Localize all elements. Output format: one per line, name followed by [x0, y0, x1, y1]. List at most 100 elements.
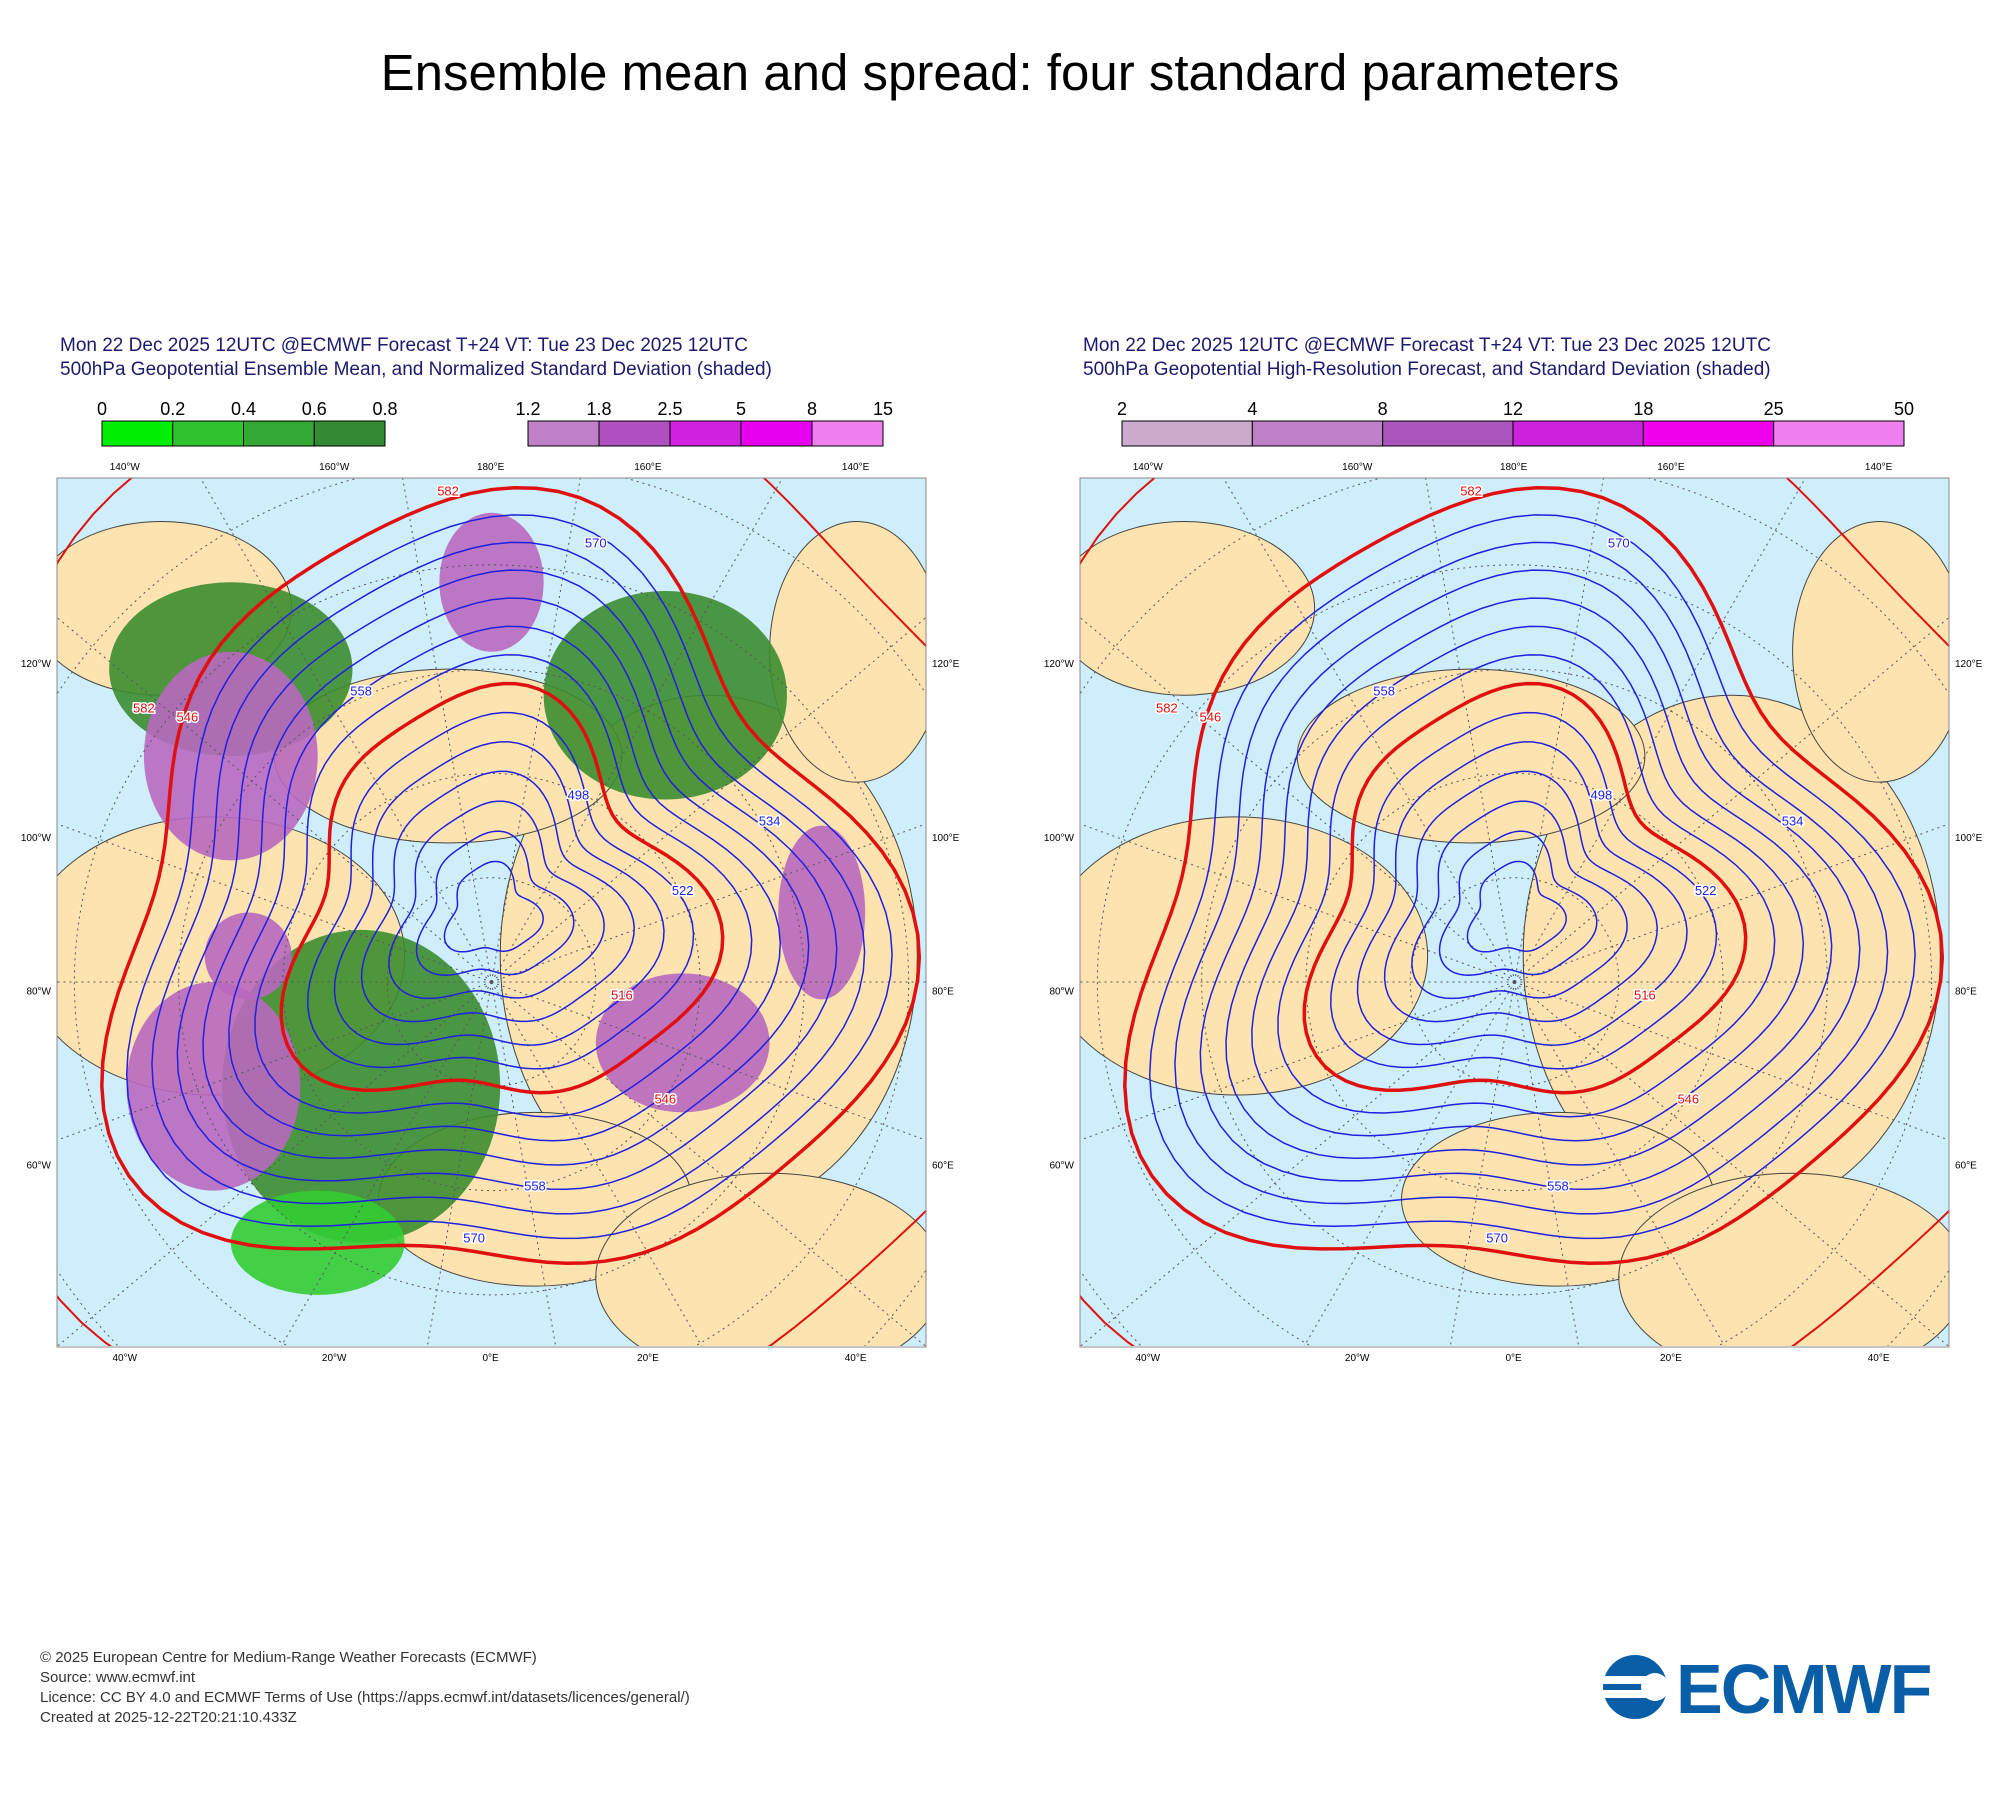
colorbar-label: 0.8 [372, 399, 397, 419]
colorbar-cell [314, 421, 385, 446]
longitude-label: 160°E [634, 462, 662, 473]
colorbar-cell [670, 421, 741, 446]
colorbar-cell [812, 421, 883, 446]
shading [205, 913, 292, 1000]
colorbar-cell [244, 421, 315, 446]
longitude-label: 120°E [932, 659, 960, 670]
contour-label: 522 [1695, 883, 1717, 898]
footer-line: © 2025 European Centre for Medium-Range … [40, 1649, 537, 1666]
shading [144, 652, 318, 861]
contour-label: 558 [350, 683, 372, 698]
contour-label: 582 [1156, 701, 1178, 716]
longitude-label: 140°E [842, 462, 870, 473]
longitude-label: 120°W [21, 659, 52, 670]
logo: ECMWF [1600, 1650, 1931, 1728]
longitude-label: 100°E [1955, 833, 1983, 844]
longitude-label: 80°E [932, 987, 954, 998]
colorbar-label: 8 [1378, 399, 1388, 419]
shading [439, 513, 543, 652]
land [596, 1173, 944, 1382]
contour-label: 546 [1677, 1092, 1699, 1107]
colorbar-label: 2.5 [657, 399, 682, 419]
colorbar-label: 1.2 [515, 399, 540, 419]
longitude-label: 40°W [1136, 1353, 1161, 1364]
contour-label: 582 [133, 701, 155, 716]
colorbar-cell [528, 421, 599, 446]
contour-label: 534 [1782, 814, 1804, 829]
colorbar-label: 1.8 [586, 399, 611, 419]
colorbar-cell [1774, 421, 1904, 446]
longitude-label: 120°E [1955, 659, 1983, 670]
longitude-label: 0°E [1506, 1353, 1523, 1364]
contour-label: 570 [1486, 1231, 1508, 1246]
contour-label: 558 [524, 1179, 546, 1194]
colorbar-label: 25 [1764, 399, 1784, 419]
longitude-label: 100°W [21, 833, 52, 844]
colorbar-label: 0.6 [302, 399, 327, 419]
land [1619, 1173, 1967, 1382]
colorbar-label: 12 [1503, 399, 1523, 419]
colorbar-cell [599, 421, 670, 446]
longitude-label: 40°E [1868, 1353, 1890, 1364]
longitude-label: 140°E [1865, 462, 1893, 473]
land [770, 521, 944, 782]
longitude-label: 60°E [1955, 1161, 1977, 1172]
contour-label: 558 [1373, 683, 1395, 698]
longitude-label: 140°W [110, 462, 141, 473]
longitude-label: 20°E [1660, 1353, 1682, 1364]
longitude-label: 180°E [477, 462, 505, 473]
land [1045, 817, 1427, 1095]
longitude-label: 100°E [932, 833, 960, 844]
longitude-label: 20°E [637, 1353, 659, 1364]
colorbar-label: 8 [807, 399, 817, 419]
land [1793, 521, 1967, 782]
logo-icon-gap [1641, 1673, 1669, 1701]
colorbar-cell [1122, 421, 1252, 446]
longitude-label: 80°E [1955, 987, 1977, 998]
contour-label: 582 [1460, 483, 1482, 498]
contour-label: 546 [1199, 709, 1221, 724]
longitude-label: 60°W [26, 1161, 51, 1172]
contour-label: 570 [1608, 536, 1630, 551]
footer-line: Created at 2025-12-22T20:21:10.433Z [40, 1709, 297, 1726]
longitude-label: 140°W [1133, 462, 1164, 473]
colorbar-cell [741, 421, 812, 446]
colorbar-cell [1643, 421, 1773, 446]
longitude-label: 0°E [483, 1353, 500, 1364]
longitude-label: 100°W [1044, 833, 1075, 844]
longitude-label: 160°E [1657, 462, 1685, 473]
colorbar-cell [173, 421, 244, 446]
panel-header: 500hPa Geopotential High-Resolution Fore… [1083, 359, 1771, 380]
panel-header: Mon 22 Dec 2025 12UTC @ECMWF Forecast T+… [1083, 335, 1771, 356]
contour-label: 498 [1591, 788, 1613, 803]
longitude-label: 60°E [932, 1161, 954, 1172]
contour-label: 570 [585, 536, 607, 551]
footer-line: Licence: CC BY 4.0 and ECMWF Terms of Us… [40, 1689, 690, 1706]
longitude-label: 160°W [319, 462, 350, 473]
longitude-label: 80°W [26, 987, 51, 998]
longitude-label: 180°E [1500, 462, 1528, 473]
panel-header: Mon 22 Dec 2025 12UTC @ECMWF Forecast T+… [60, 335, 748, 356]
contour-label: 522 [672, 883, 694, 898]
contour-label: 516 [1634, 987, 1656, 1002]
contour-label: 582 [437, 483, 459, 498]
contour-label: 546 [654, 1092, 676, 1107]
contour-label: 498 [568, 788, 590, 803]
shading [127, 982, 301, 1191]
longitude-label: 40°W [113, 1353, 138, 1364]
colorbar-label: 5 [736, 399, 746, 419]
contour-label: 534 [759, 814, 781, 829]
longitude-label: 40°E [845, 1353, 867, 1364]
longitude-label: 80°W [1049, 987, 1074, 998]
longitude-label: 20°W [322, 1353, 347, 1364]
colorbar-label: 0.2 [160, 399, 185, 419]
colorbar-label: 4 [1247, 399, 1257, 419]
contour-label: 570 [463, 1231, 485, 1246]
colorbar-cell [102, 421, 173, 446]
colorbar-cell [1513, 421, 1643, 446]
panel-header: 500hPa Geopotential Ensemble Mean, and N… [60, 359, 772, 380]
colorbar-label: 15 [873, 399, 893, 419]
longitude-label: 20°W [1345, 1353, 1370, 1364]
colorbar-cell [1252, 421, 1382, 446]
